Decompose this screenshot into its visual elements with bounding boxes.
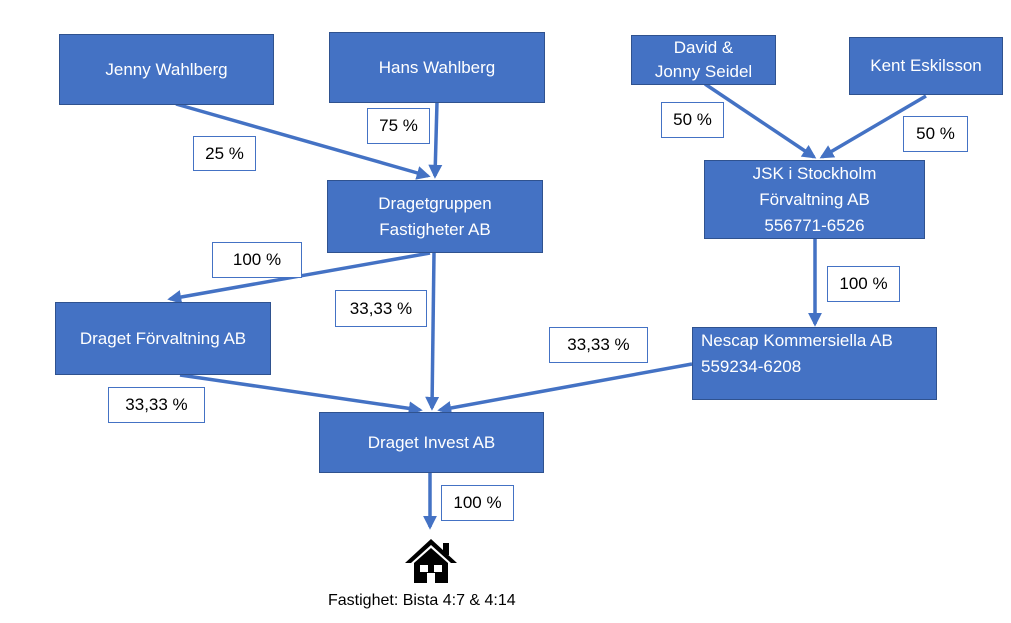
node-label-line1: David &: [673, 38, 734, 57]
arrow-hans-to-dragetgruppen: [428, 101, 443, 179]
node-draget-forvaltning: Draget Förvaltning AB: [55, 302, 271, 375]
pct-dragetgruppen-to-forvaltning: 100 %: [212, 242, 302, 278]
pct-david-to-jsk: 50 %: [661, 102, 724, 138]
node-david-jonny-seidel: David & Jonny Seidel: [631, 35, 776, 85]
pct-invest-to-property: 100 %: [441, 485, 514, 521]
pct-jenny-to-dragetgruppen: 25 %: [193, 136, 256, 171]
arrow-forvaltning-to-invest: [179, 373, 423, 416]
arrow-david-to-jsk: [704, 82, 817, 159]
node-label-line2: Fastigheter AB: [379, 219, 491, 239]
node-label-line2: Jonny Seidel: [654, 62, 753, 81]
arrow-nescap-to-invest: [437, 362, 693, 415]
property-caption: Fastighet: Bista 4:7 & 4:14: [328, 592, 516, 609]
node-label: Hans Wahlberg: [378, 57, 496, 77]
pct-dragetgruppen-to-invest: 33,33 %: [335, 290, 427, 327]
node-label-line1: JSK i Stockholm: [752, 163, 877, 183]
node-label: Kent Eskilsson: [870, 56, 982, 75]
pct-kent-to-jsk: 50 %: [903, 116, 968, 152]
node-label: Draget Invest AB: [367, 432, 496, 452]
node-kent-eskilsson: Kent Eskilsson: [849, 37, 1003, 95]
pct-hans-to-dragetgruppen: 75 %: [367, 108, 430, 144]
node-label: Jenny Wahlberg: [105, 59, 228, 79]
node-label-line3: 556771-6526: [764, 215, 865, 235]
node-jenny-wahlberg: Jenny Wahlberg: [59, 34, 274, 105]
arrow-dragetgruppen-to-invest: [425, 252, 440, 411]
node-label-line1: Nescap Kommersiella AB: [701, 331, 893, 350]
pct-jsk-to-nescap: 100 %: [827, 266, 900, 302]
node-label-line2: 559234-6208: [701, 357, 802, 376]
arrow-jenny-to-dragetgruppen: [175, 102, 431, 180]
node-label: Draget Förvaltning AB: [79, 328, 247, 348]
pct-forvaltning-to-invest: 33,33 %: [108, 387, 205, 423]
node-label-line1: Dragetgruppen: [378, 193, 492, 213]
node-hans-wahlberg: Hans Wahlberg: [329, 32, 545, 103]
node-draget-invest: Draget Invest AB: [319, 412, 544, 473]
arrow-kent-to-jsk: [819, 94, 927, 159]
node-jsk-stockholm: JSK i Stockholm Förvaltning AB 556771-65…: [704, 160, 925, 239]
node-dragetgruppen-fastigheter: Dragetgruppen Fastigheter AB: [327, 180, 543, 253]
node-nescap-kommersiella: Nescap Kommersiella AB 559234-6208: [692, 327, 937, 400]
house-icon: [405, 539, 457, 583]
pct-nescap-to-invest: 33,33 %: [549, 327, 648, 363]
node-label-line2: Förvaltning AB: [759, 189, 870, 209]
